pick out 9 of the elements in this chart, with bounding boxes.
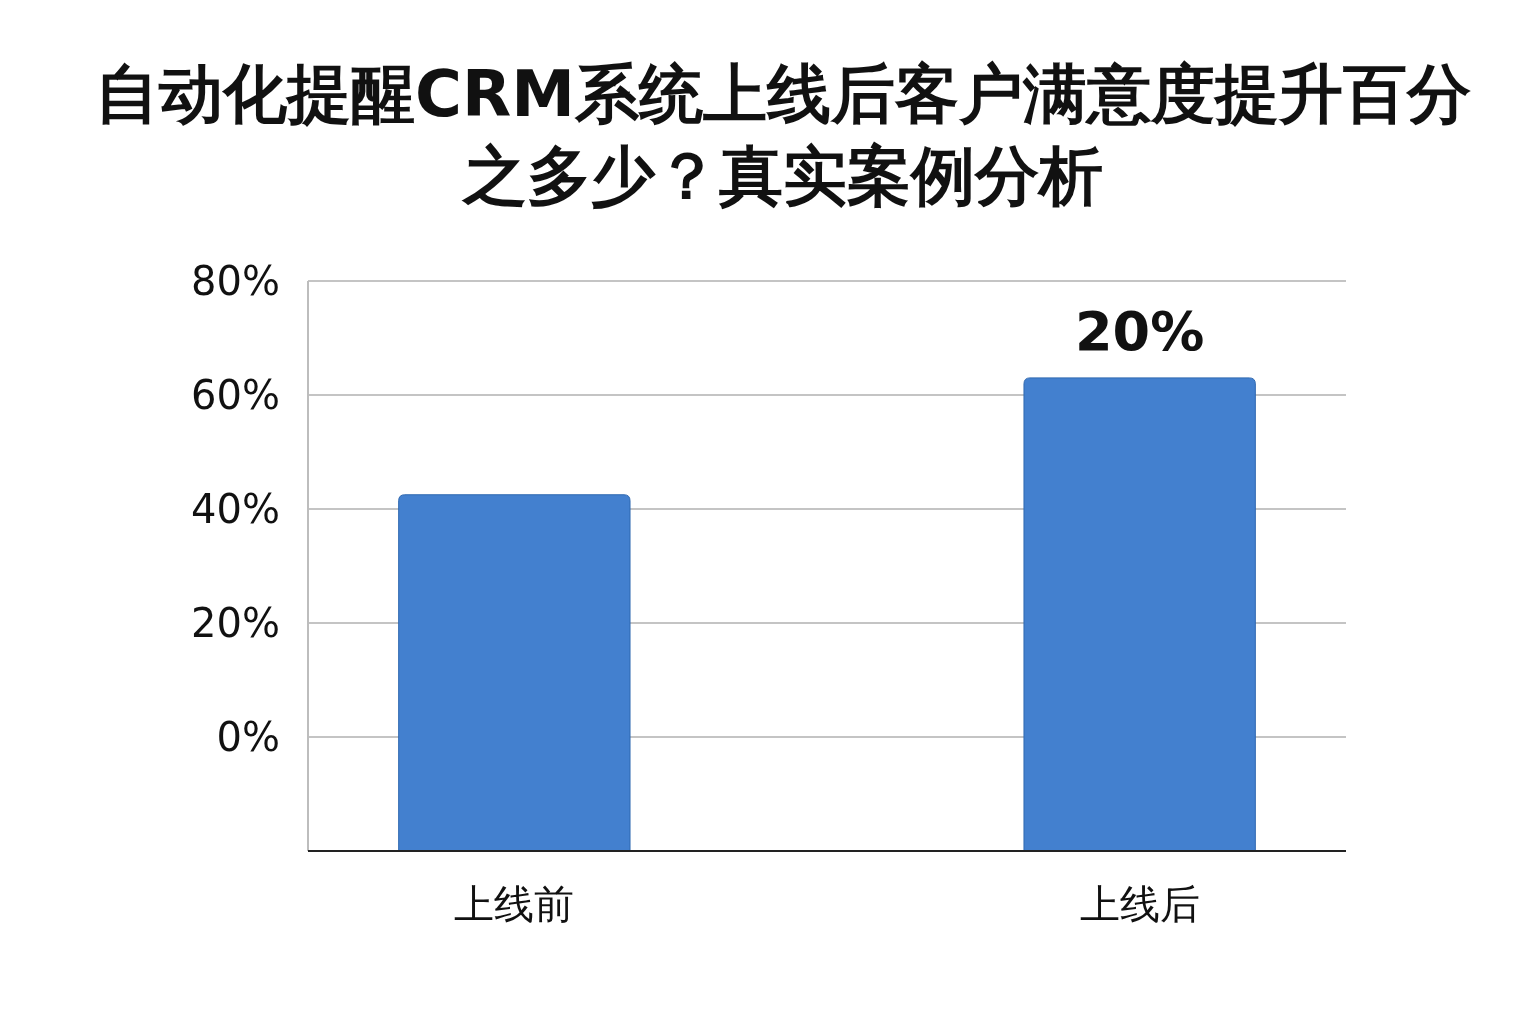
- y-tick-label: 0%: [216, 714, 280, 760]
- y-tick-label: 80%: [191, 258, 280, 304]
- y-tick-label: 20%: [191, 600, 280, 646]
- x-tick-label: 上线前: [454, 881, 575, 927]
- x-tick-label: 上线后: [1079, 881, 1200, 927]
- annotation: 20%: [1075, 299, 1205, 363]
- y-tick-label: 40%: [191, 486, 280, 532]
- y-tick-label: 60%: [191, 372, 280, 418]
- chart-title: 自动化提醒CRM系统上线后客户满意度提升百分之多少？真实案例分析: [95, 57, 1471, 213]
